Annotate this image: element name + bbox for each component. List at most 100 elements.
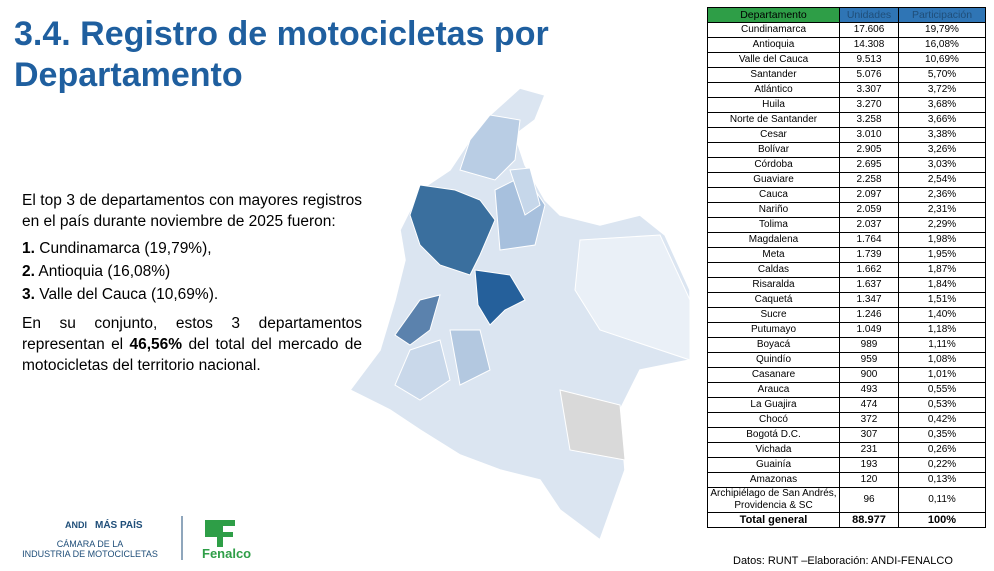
table-cell: 1.637 xyxy=(839,277,899,293)
region xyxy=(394,294,441,346)
top-list: 1. Cundinamarca (19,79%), 2. Antioquia (1… xyxy=(22,238,362,305)
table-cell: Guainía xyxy=(707,457,840,473)
table-cell: Nariño xyxy=(707,202,840,218)
table-cell: 3.307 xyxy=(839,82,899,98)
table-cell: Putumayo xyxy=(707,322,840,338)
table-cell: 3,38% xyxy=(898,127,986,143)
table-cell: 9.513 xyxy=(839,52,899,68)
table-cell: 3,66% xyxy=(898,112,986,128)
table-cell: Caldas xyxy=(707,262,840,278)
total-cell: 100% xyxy=(898,512,986,528)
table-cell: 2,31% xyxy=(898,202,986,218)
table-cell: 19,79% xyxy=(898,22,986,38)
table-row: La Guajira 474 0,53% xyxy=(707,397,986,413)
logo-fenalco: Fenalco xyxy=(202,546,251,561)
table-row: Risaralda 1.637 1,84% xyxy=(707,277,986,293)
table-cell: 1.049 xyxy=(839,322,899,338)
table-row: Putumayo 1.049 1,18% xyxy=(707,322,986,338)
table-cell: Huila xyxy=(707,97,840,113)
table-row: Valle del Cauca 9.513 10,69% xyxy=(707,52,986,68)
table-cell: 1.246 xyxy=(839,307,899,323)
list-item: 1. Cundinamarca (19,79%), xyxy=(22,238,362,259)
table-row: Nariño 2.059 2,31% xyxy=(707,202,986,218)
table-cell: 0,35% xyxy=(898,427,986,443)
intro: El top 3 de departamentos con mayores re… xyxy=(22,192,362,230)
fenalco-icon xyxy=(205,520,235,547)
region xyxy=(474,269,526,326)
table-cell: 2.258 xyxy=(839,172,899,188)
table-cell: 3.010 xyxy=(839,127,899,143)
table-row: Magdalena 1.764 1,98% xyxy=(707,232,986,248)
table-cell: 96 xyxy=(839,487,899,513)
list-rank: 3. xyxy=(22,286,35,303)
table-cell: 1,98% xyxy=(898,232,986,248)
region xyxy=(394,339,451,401)
table-cell: 3,68% xyxy=(898,97,986,113)
table-cell: Archipiélago de San Andrés, Providencia … xyxy=(707,487,840,513)
table-cell: 2,54% xyxy=(898,172,986,188)
list-item: 2. Antioquia (16,08%) xyxy=(22,261,362,282)
table-row: Bolívar 2.905 3,26% xyxy=(707,142,986,158)
table-cell: 3.270 xyxy=(839,97,899,113)
table-cell: 1,08% xyxy=(898,352,986,368)
table-row: Meta 1.739 1,95% xyxy=(707,247,986,263)
table-cell: Sucre xyxy=(707,307,840,323)
table-cell: Arauca xyxy=(707,382,840,398)
logo-camara-1: CÁMARA DE LA xyxy=(57,539,124,549)
table-row: Caquetá 1.347 1,51% xyxy=(707,292,986,308)
table-cell: 0,22% xyxy=(898,457,986,473)
table-cell: 3.258 xyxy=(839,112,899,128)
table-row: Vichada 231 0,26% xyxy=(707,442,986,458)
list-item: 3. Valle del Cauca (10,69%). xyxy=(22,284,362,305)
table-cell: 474 xyxy=(839,397,899,413)
table-cell: 0,11% xyxy=(898,487,986,513)
table-cell: Cesar xyxy=(707,127,840,143)
table-cell: Meta xyxy=(707,247,840,263)
summary-after: del total del mercado de motocicletas de… xyxy=(22,336,363,374)
table-cell: 2.905 xyxy=(839,142,899,158)
table-cell: 1,18% xyxy=(898,322,986,338)
logo-mas-pais: MÁS PAÍS xyxy=(95,518,143,531)
map xyxy=(348,87,691,542)
table-cell: 989 xyxy=(839,337,899,353)
table-cell: 3,26% xyxy=(898,142,986,158)
table-row: Atlántico 3.307 3,72% xyxy=(707,82,986,98)
table-row: Guaviare 2.258 2,54% xyxy=(707,172,986,188)
table-cell: 17.606 xyxy=(839,22,899,38)
table-cell: 2,36% xyxy=(898,187,986,203)
table-row: Cauca 2.097 2,36% xyxy=(707,187,986,203)
table-cell: Quindío xyxy=(707,352,840,368)
table-cell: 5.076 xyxy=(839,67,899,83)
data-table: Departamento Unidades Participación Cundin… xyxy=(707,7,986,528)
table-cell: 493 xyxy=(839,382,899,398)
table-cell: Chocó xyxy=(707,412,840,428)
table-cell: Bogotá D.C. xyxy=(707,427,840,443)
table-cell: Cauca xyxy=(707,187,840,203)
region xyxy=(459,114,521,181)
table-cell: 16,08% xyxy=(898,37,986,53)
table-cell: 231 xyxy=(839,442,899,458)
table-cell: 307 xyxy=(839,427,899,443)
table-cell: 0,26% xyxy=(898,442,986,458)
table-cell: 1.662 xyxy=(839,262,899,278)
logos: ANDI MÁS PAÍS CÁMARA DE LA INDUSTRIA DE … xyxy=(22,516,251,561)
table-cell: 0,55% xyxy=(898,382,986,398)
table-cell: Tolima xyxy=(707,217,840,233)
table-cell: 5,70% xyxy=(898,67,986,83)
table-row: Tolima 2.037 2,29% xyxy=(707,217,986,233)
list-text: Valle del Cauca (10,69%). xyxy=(39,286,219,303)
table-cell: Boyacá xyxy=(707,337,840,353)
total-cell: Total general xyxy=(707,512,840,528)
table-cell: Valle del Cauca xyxy=(707,52,840,68)
table-row: Córdoba 2.695 3,03% xyxy=(707,157,986,173)
table-cell: 900 xyxy=(839,367,899,383)
summary: En su conjunto, estos 3 departamentos re… xyxy=(22,313,362,376)
region xyxy=(574,234,691,361)
total-cell: 88.977 xyxy=(839,512,899,528)
table-row: Norte de Santander 3.258 3,66% xyxy=(707,112,986,128)
table-cell: La Guajira xyxy=(707,397,840,413)
list-rank: 2. xyxy=(22,263,35,280)
table-cell: 2.097 xyxy=(839,187,899,203)
table-cell: Risaralda xyxy=(707,277,840,293)
